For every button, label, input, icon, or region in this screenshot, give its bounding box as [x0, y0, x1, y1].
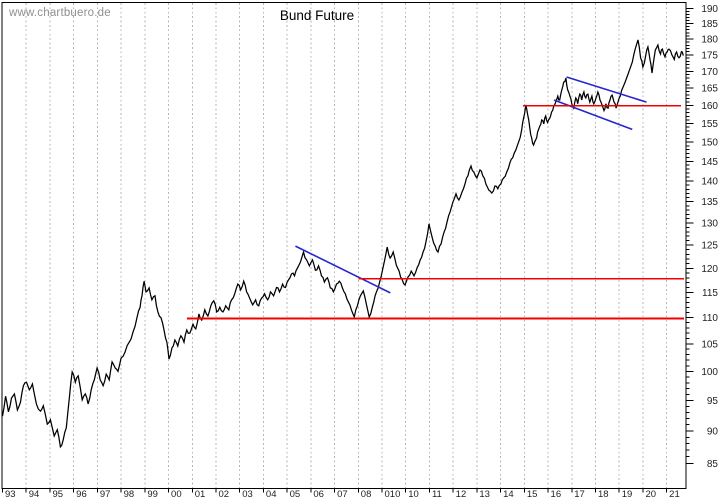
- y-axis-label: 145: [701, 157, 718, 168]
- y-axis-label: 100: [701, 367, 718, 378]
- watermark: www.chartbuero.de: [9, 7, 111, 19]
- x-axis-label: 12: [456, 489, 467, 499]
- y-axis-label: 185: [701, 19, 718, 30]
- y-axis-label: 155: [701, 119, 718, 130]
- chart-title: Bund Future: [279, 8, 355, 23]
- y-axis-label: 105: [701, 339, 718, 350]
- y-axis-label: 165: [701, 84, 718, 95]
- x-axis-label: 03: [242, 489, 253, 499]
- x-axis-label: 97: [100, 489, 111, 499]
- x-axis-label: 07: [337, 489, 348, 499]
- x-axis-label: 10: [408, 489, 419, 499]
- y-axis-label: 130: [701, 219, 718, 230]
- x-axis-label: 02: [218, 489, 229, 499]
- x-axis-label: 04: [266, 489, 277, 499]
- x-axis-label: 13: [479, 489, 490, 499]
- x-axis-label: 95: [52, 489, 63, 499]
- x-axis-label: 99: [147, 489, 158, 499]
- x-axis-label: 94: [29, 489, 40, 499]
- y-axis-label: 160: [701, 101, 718, 112]
- x-axis-label: 010: [385, 489, 401, 499]
- x-axis-label: 20: [645, 489, 656, 499]
- y-axis-label: 90: [707, 426, 719, 437]
- y-axis-label: 85: [707, 459, 719, 470]
- trend-line: [295, 245, 391, 294]
- x-axis-label: 18: [598, 489, 609, 499]
- x-axis-label: 98: [124, 489, 135, 499]
- x-axis-label: 11: [432, 489, 442, 499]
- x-axis-label: 93: [5, 489, 16, 499]
- x-axis-label: 96: [76, 489, 87, 499]
- x-axis-label: 17: [574, 489, 585, 499]
- y-axis-label: 95: [707, 396, 719, 407]
- y-axis-label: 175: [701, 50, 718, 61]
- trend-line: [566, 76, 647, 103]
- x-axis-label: 08: [361, 489, 372, 499]
- x-axis-label: 05: [290, 489, 301, 499]
- y-axis-label: 190: [701, 4, 718, 15]
- plot-frame: [1, 1, 687, 490]
- x-axis-label: 16: [551, 489, 562, 499]
- y-axis-label: 140: [701, 177, 718, 188]
- x-axis-label: 14: [503, 489, 514, 499]
- x-axis-label: 00: [171, 489, 182, 499]
- y-axis-label: 150: [701, 138, 718, 149]
- x-axis-label: 21: [669, 489, 680, 499]
- x-axis-label: 15: [527, 489, 538, 499]
- y-axis-label: 110: [702, 313, 718, 324]
- y-axis-label: 115: [702, 288, 718, 299]
- x-axis-label: 01: [195, 489, 206, 499]
- price-series: [1, 39, 684, 449]
- y-axis-label: 170: [701, 67, 718, 78]
- y-axis-label: 125: [701, 241, 718, 252]
- x-axis-label: 19: [622, 489, 633, 499]
- y-axis-label: 135: [701, 197, 718, 208]
- x-axis-label: 06: [313, 489, 324, 499]
- y-axis-label: 180: [701, 35, 718, 46]
- y-axis-label: 120: [701, 264, 718, 275]
- trend-line: [553, 99, 633, 131]
